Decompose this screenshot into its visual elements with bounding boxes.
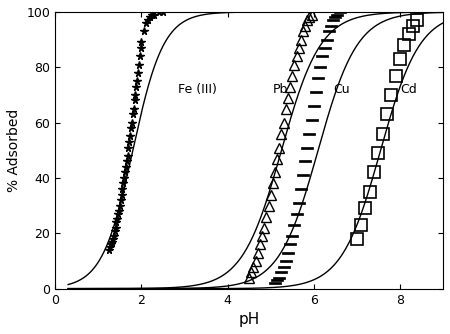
X-axis label: pH: pH: [238, 312, 260, 327]
Text: Pb: Pb: [273, 83, 288, 96]
Text: Cd: Cd: [400, 83, 417, 96]
Text: Fe (III): Fe (III): [178, 83, 217, 96]
Text: Cu: Cu: [333, 83, 350, 96]
Y-axis label: % Adsorbed: % Adsorbed: [7, 109, 21, 192]
